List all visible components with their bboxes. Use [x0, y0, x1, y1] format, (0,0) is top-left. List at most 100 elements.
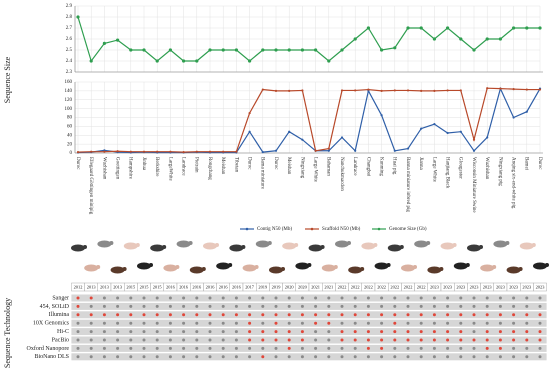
- tech-dot: [538, 313, 542, 317]
- pig-icon: [413, 265, 417, 269]
- tech-dot: [406, 330, 410, 334]
- tech-dot: [340, 346, 344, 350]
- point: [195, 150, 198, 153]
- tech-dot: [393, 304, 397, 308]
- pig-icon: [137, 262, 151, 270]
- tech-dot: [116, 355, 120, 359]
- tech-dot: [459, 321, 463, 325]
- tech-dot: [142, 296, 146, 300]
- pig-icon: [545, 263, 549, 267]
- tech-dot: [116, 338, 120, 342]
- tech-dot: [208, 355, 212, 359]
- pig-icon: [163, 264, 178, 272]
- tech-dot: [221, 338, 225, 342]
- x-tick-label: Large White: [431, 157, 436, 183]
- tech-dot: [300, 313, 304, 317]
- tech-row: [71, 344, 547, 352]
- tech-dot: [380, 321, 384, 325]
- tech-dot: [406, 338, 410, 342]
- pig-icon: [320, 245, 325, 249]
- tech-dot: [116, 346, 120, 350]
- tech-dot: [498, 330, 502, 334]
- point: [446, 131, 449, 135]
- tech-dot: [432, 346, 436, 350]
- x-tick-label: Goettingen: [114, 157, 119, 180]
- x-tick-label: Ningxiang pig: [497, 157, 502, 186]
- year-label: 2022: [417, 284, 426, 289]
- tech-dot: [525, 330, 529, 334]
- tech-dot: [195, 346, 199, 350]
- x-tick-label: Ellegaard Göttingen minipig: [88, 157, 93, 215]
- tech-dot: [525, 313, 529, 317]
- tech-dot: [472, 355, 476, 359]
- point: [459, 37, 463, 41]
- point: [222, 150, 225, 153]
- tech-dot: [538, 355, 542, 359]
- tech-dot: [76, 296, 80, 300]
- point: [367, 88, 370, 91]
- point: [380, 89, 383, 92]
- point: [103, 150, 106, 153]
- pig-icon: [386, 263, 391, 267]
- tech-dot: [208, 304, 212, 308]
- tech-dot: [102, 346, 106, 350]
- tech-dot: [287, 304, 291, 308]
- tech-dot: [498, 346, 502, 350]
- tech-dot: [300, 304, 304, 308]
- tech-dot: [512, 313, 516, 317]
- tech-dot: [432, 321, 436, 325]
- year-label: 2021: [324, 284, 333, 289]
- tech-dot: [406, 355, 410, 359]
- point: [433, 123, 436, 126]
- tech-dot: [353, 321, 357, 325]
- tech-label: 10X Genomics: [33, 321, 70, 327]
- x-tick-label: Jianna: [418, 157, 423, 171]
- point: [472, 149, 476, 152]
- tech-dot: [446, 321, 450, 325]
- pig-icon: [110, 266, 125, 274]
- tech-dot: [406, 313, 410, 317]
- tech-dot: [129, 338, 133, 342]
- point: [221, 48, 225, 52]
- pig-icon: [479, 245, 483, 249]
- tech-dot: [168, 346, 172, 350]
- x-tick-label: Pietrain: [194, 157, 199, 173]
- year-label: 2020: [298, 284, 308, 289]
- pig-icon: [531, 243, 536, 247]
- point: [340, 89, 344, 92]
- tech-dot: [248, 355, 252, 359]
- tech-dot: [155, 355, 159, 359]
- y-tick-label: 0: [70, 151, 73, 156]
- pig-icon: [335, 240, 349, 248]
- tech-dot: [287, 296, 291, 300]
- tech-dot: [274, 330, 278, 334]
- tech-dot: [366, 313, 370, 317]
- tech-dot: [327, 330, 331, 334]
- tech-dot: [327, 304, 331, 308]
- point: [420, 89, 423, 92]
- point: [393, 46, 397, 50]
- tech-dot: [300, 321, 304, 325]
- tech-dot: [446, 296, 450, 300]
- tech-dot: [380, 296, 384, 300]
- tech-dot: [472, 313, 476, 317]
- tech-dot: [102, 304, 106, 308]
- tech-row: [71, 311, 547, 319]
- tech-dot: [446, 355, 450, 359]
- legend-label: Contig N50 (Mb): [257, 227, 292, 232]
- tech-dot: [168, 321, 172, 325]
- point: [234, 48, 238, 52]
- tech-dot: [300, 296, 304, 300]
- tech-dot: [274, 346, 278, 350]
- point: [274, 89, 278, 92]
- x-tick-label: Meishan: [286, 157, 291, 175]
- tech-dot: [380, 330, 384, 334]
- tech-dot: [234, 346, 238, 350]
- tech-dot: [221, 346, 225, 350]
- tech-dot: [89, 321, 93, 325]
- tech-dot: [353, 304, 357, 308]
- tech-dot: [498, 296, 502, 300]
- tech-dot: [512, 346, 516, 350]
- tech-dot: [274, 304, 278, 308]
- point: [182, 151, 185, 154]
